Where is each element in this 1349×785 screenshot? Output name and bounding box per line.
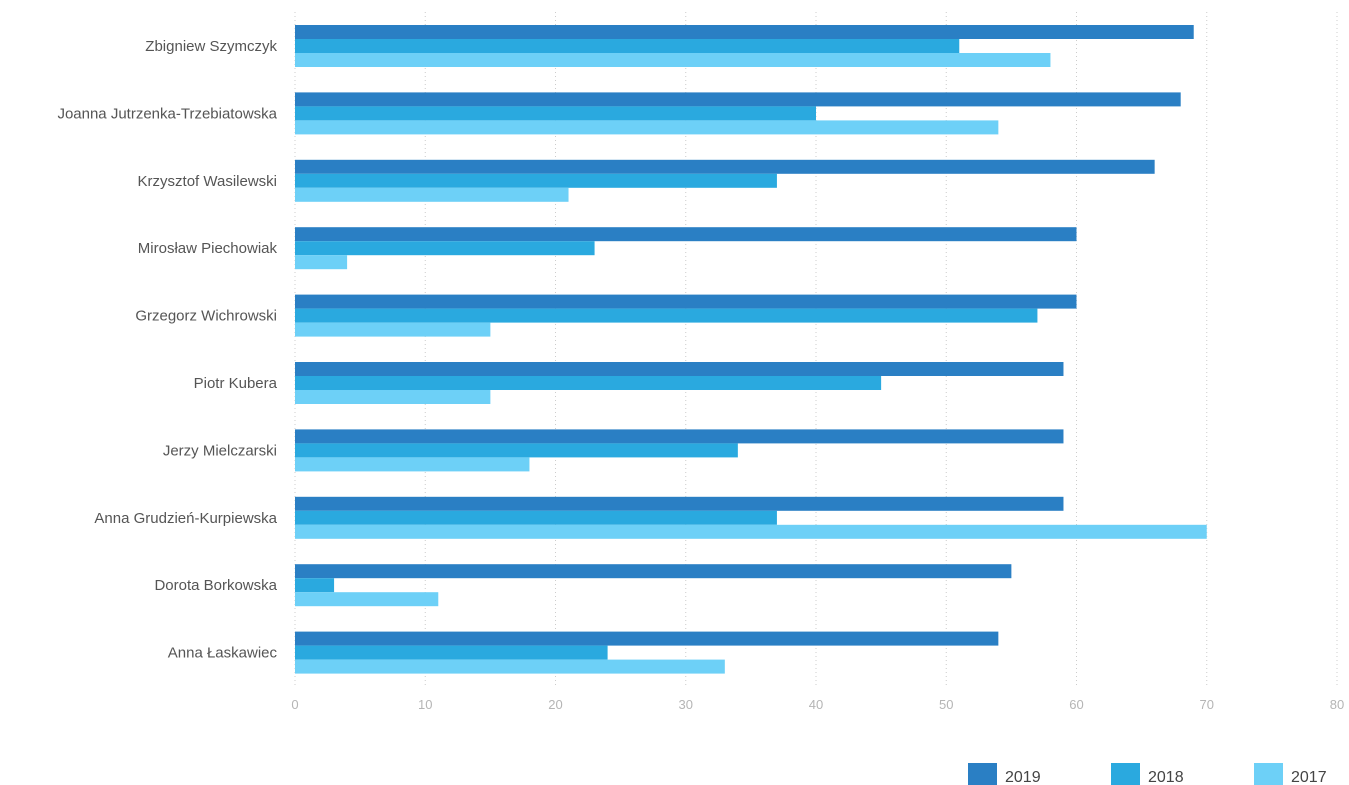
bar-2019 (295, 92, 1181, 107)
bar-2019 (295, 227, 1077, 242)
bar-2018 (295, 39, 960, 53)
bar-2019 (295, 631, 999, 646)
category-label: Joanna Jutrzenka-Trzebiatowska (57, 105, 277, 122)
bar-2019 (295, 25, 1194, 39)
bar-2018 (295, 510, 777, 525)
bar-2019 (295, 496, 1064, 511)
bar-2017 (295, 457, 530, 472)
legend-swatch-2019 (968, 763, 997, 785)
bar-2017 (295, 53, 1051, 67)
bars (295, 25, 1207, 674)
category-label: Mirosław Piechowiak (138, 240, 278, 257)
category-label: Grzegorz Wichrowski (135, 308, 277, 325)
x-tick-label: 0 (291, 697, 298, 712)
bar-2018 (295, 645, 608, 660)
category-label: Krzysztof Wasilewski (138, 173, 277, 190)
bar-2018 (295, 173, 777, 188)
category-label: Jerzy Mielczarski (163, 442, 277, 459)
bar-2017 (295, 659, 725, 674)
bar-2018 (295, 241, 595, 256)
bar-2018 (295, 106, 816, 121)
category-label: Zbigniew Szymczyk (145, 38, 277, 55)
bar-2017 (295, 187, 569, 202)
x-axis-ticks: 0 10 20 30 40 50 60 70 80 (291, 697, 1344, 712)
bar-2017 (295, 524, 1207, 539)
x-tick-label: 50 (939, 697, 953, 712)
legend-label-2017: 2017 (1291, 769, 1327, 785)
x-tick-label: 30 (679, 697, 693, 712)
bar-2017 (295, 255, 348, 270)
x-tick-label: 70 (1200, 697, 1214, 712)
bar-2019 (295, 564, 1012, 579)
bar-2019 (295, 429, 1064, 444)
bar-2018 (295, 578, 335, 593)
legend-swatch-2017 (1254, 763, 1283, 785)
bar-2018 (295, 308, 1038, 323)
x-tick-label: 60 (1069, 697, 1083, 712)
category-label: Dorota Borkowska (154, 577, 277, 594)
x-tick-label: 10 (418, 697, 432, 712)
legend-label-2019: 2019 (1005, 769, 1041, 785)
category-label: Anna Grudzień-Kurpiewska (94, 510, 277, 527)
bar-2017 (295, 390, 491, 404)
bar-2019 (295, 362, 1064, 376)
bar-2018 (295, 376, 882, 390)
legend-label-2018: 2018 (1148, 769, 1184, 785)
legend: 2019 2018 2017 (968, 763, 1327, 785)
bar-2018 (295, 443, 738, 458)
category-label: Piotr Kubera (194, 375, 278, 392)
legend-swatch-2018 (1111, 763, 1140, 785)
category-label: Anna Łaskawiec (168, 645, 278, 662)
bar-2017 (295, 120, 999, 135)
bar-2019 (295, 159, 1155, 174)
bar-2017 (295, 592, 439, 607)
category-labels: Zbigniew Szymczyk Joanna Jutrzenka-Trzebi… (57, 38, 277, 662)
x-tick-label: 40 (809, 697, 823, 712)
x-tick-label: 20 (548, 697, 562, 712)
x-tick-label: 80 (1330, 697, 1344, 712)
bar-2017 (295, 322, 491, 337)
bar-2019 (295, 294, 1077, 309)
